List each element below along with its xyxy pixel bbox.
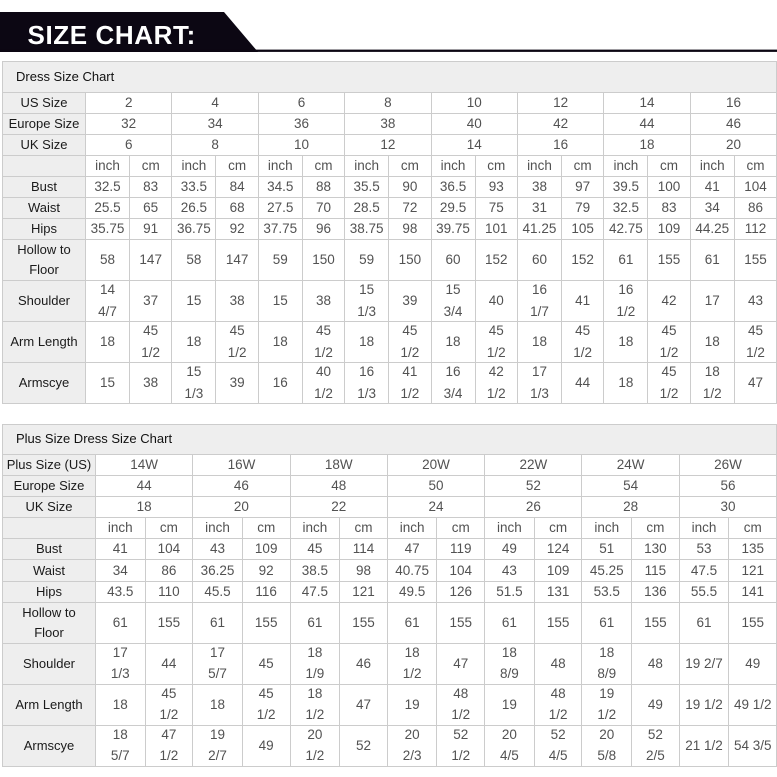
svg-text:SIZE CHART:: SIZE CHART: — [28, 20, 196, 50]
